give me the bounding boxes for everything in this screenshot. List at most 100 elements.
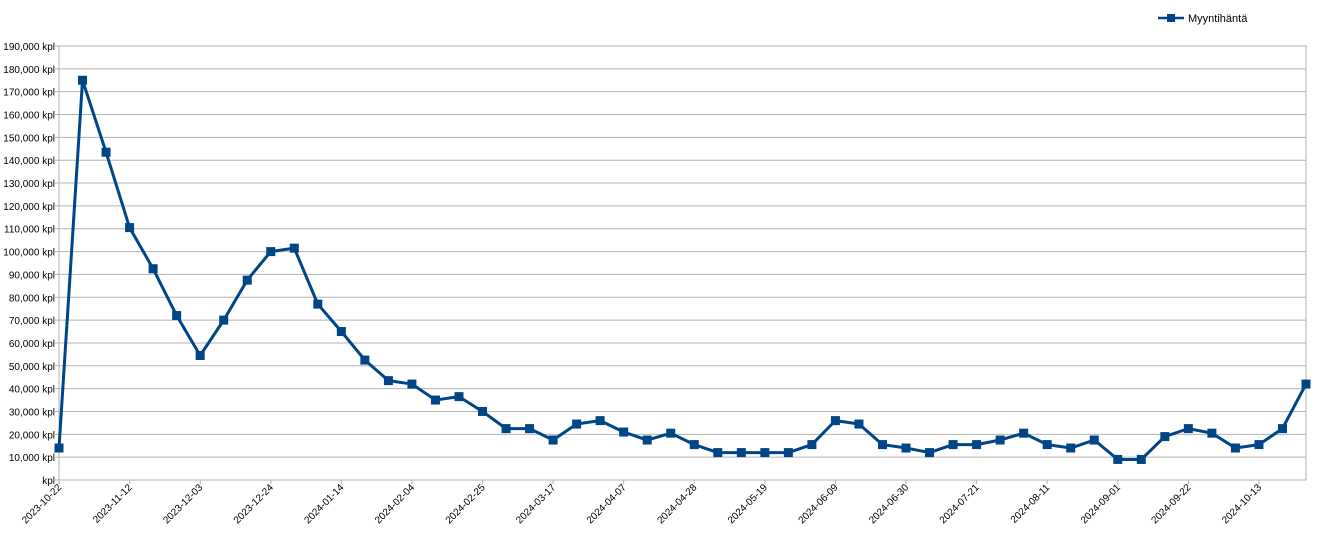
x-tick-label: 2024-01-14 xyxy=(303,482,347,526)
data-point xyxy=(1301,379,1311,389)
data-point xyxy=(854,419,864,429)
x-tick-label: 2024-06-09 xyxy=(797,482,841,526)
data-point xyxy=(1230,443,1240,453)
y-tick-label: 180,000 kpl xyxy=(3,65,55,76)
y-tick-label: 90,000 kpl xyxy=(9,270,55,281)
grid-lines xyxy=(59,45,1306,458)
data-point xyxy=(1277,424,1287,434)
data-point xyxy=(1113,454,1123,464)
x-tick-label: 2023-10-22 xyxy=(20,482,64,526)
data-point xyxy=(1207,428,1217,438)
data-point xyxy=(219,315,229,325)
data-point xyxy=(266,247,276,257)
plot-area xyxy=(58,45,1307,481)
x-tick-label: 2023-12-03 xyxy=(161,482,205,526)
x-tick-label: 2024-08-11 xyxy=(1009,482,1053,526)
data-point xyxy=(689,440,699,450)
data-point xyxy=(336,327,346,337)
x-tick-label: 2024-03-17 xyxy=(514,482,558,526)
x-tick-label: 2023-12-24 xyxy=(232,482,276,526)
data-point xyxy=(901,443,911,453)
y-tick-label: 140,000 kpl xyxy=(3,156,55,167)
y-tick-label: kpl xyxy=(42,476,55,487)
data-point xyxy=(383,376,393,386)
y-tick-label: 40,000 kpl xyxy=(9,385,55,396)
series-group xyxy=(54,75,1311,464)
data-point xyxy=(478,406,488,416)
data-point xyxy=(360,355,370,365)
y-tick-label: 120,000 kpl xyxy=(3,202,55,213)
data-point xyxy=(948,440,958,450)
data-point xyxy=(1136,454,1146,464)
y-tick-label: 60,000 kpl xyxy=(9,339,55,350)
data-point xyxy=(54,443,64,453)
data-point xyxy=(572,419,582,429)
data-point xyxy=(995,435,1005,445)
data-point xyxy=(595,416,605,426)
y-axis-ticks: kpl 10,000 kpl 20,000 kpl 30,000 kpl 40,000 … xyxy=(3,42,59,487)
x-tick-label: 2024-05-19 xyxy=(726,482,770,526)
x-axis-ticks: 2023-10-22 2023-11-12 2023-12-03 2023-12-24… xyxy=(20,480,1264,526)
data-point xyxy=(195,351,205,361)
x-tick-label: 2024-09-22 xyxy=(1150,482,1194,526)
y-tick-label: 190,000 kpl xyxy=(3,42,55,53)
y-tick-label: 10,000 kpl xyxy=(9,453,55,464)
data-point xyxy=(736,448,746,458)
data-point xyxy=(1042,440,1052,450)
legend: Myyntihäntä xyxy=(1158,13,1248,25)
data-point xyxy=(1089,435,1099,445)
data-point xyxy=(454,392,464,402)
legend-marker xyxy=(1167,14,1175,22)
y-tick-label: 50,000 kpl xyxy=(9,362,55,373)
data-point xyxy=(830,416,840,426)
y-tick-label: 110,000 kpl xyxy=(4,225,55,236)
data-point xyxy=(101,147,111,157)
data-point xyxy=(642,435,652,445)
data-point xyxy=(877,440,887,450)
data-point xyxy=(289,243,299,253)
data-point xyxy=(619,427,629,437)
data-point xyxy=(172,311,182,321)
data-point xyxy=(430,395,440,405)
data-point xyxy=(1254,440,1264,450)
data-point xyxy=(972,440,982,450)
y-tick-label: 20,000 kpl xyxy=(9,430,55,441)
y-tick-label: 160,000 kpl xyxy=(3,111,55,122)
data-point xyxy=(501,424,511,434)
data-point xyxy=(313,299,323,309)
data-point xyxy=(242,275,252,285)
x-tick-label: 2024-02-25 xyxy=(444,482,488,526)
data-point xyxy=(1066,443,1076,453)
x-tick-label: 2024-10-13 xyxy=(1220,482,1264,526)
data-point xyxy=(807,440,817,450)
y-tick-label: 80,000 kpl xyxy=(9,293,55,304)
y-tick-label: 150,000 kpl xyxy=(3,133,55,144)
y-tick-label: 100,000 kpl xyxy=(3,248,55,259)
data-point xyxy=(1183,424,1193,434)
x-tick-label: 2024-04-28 xyxy=(655,482,699,526)
data-point xyxy=(525,424,535,434)
data-point xyxy=(78,75,88,85)
y-tick-label: 170,000 kpl xyxy=(3,88,55,99)
x-tick-label: 2024-09-01 xyxy=(1079,482,1123,526)
data-point xyxy=(666,428,676,438)
data-point xyxy=(760,448,770,458)
data-point xyxy=(407,379,417,389)
data-point xyxy=(1019,428,1029,438)
x-tick-label: 2024-07-21 xyxy=(938,482,982,526)
data-point xyxy=(713,448,723,458)
x-tick-label: 2023-11-12 xyxy=(91,482,135,526)
data-point xyxy=(783,448,793,458)
data-point xyxy=(548,435,558,445)
x-tick-label: 2024-06-30 xyxy=(867,482,911,526)
legend-label: Myyntihäntä xyxy=(1188,13,1248,25)
x-tick-label: 2024-02-04 xyxy=(373,482,417,526)
data-point xyxy=(925,448,935,458)
data-point xyxy=(148,264,158,274)
y-tick-label: 70,000 kpl xyxy=(9,316,55,327)
data-point xyxy=(1160,432,1170,442)
data-point xyxy=(125,223,135,233)
x-tick-label: 2024-04-07 xyxy=(585,482,629,526)
y-tick-label: 30,000 kpl xyxy=(9,407,55,418)
